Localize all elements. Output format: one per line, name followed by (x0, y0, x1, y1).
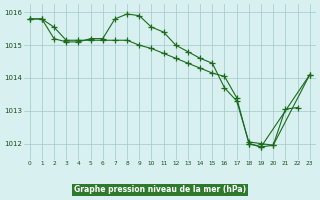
Text: Graphe pression niveau de la mer (hPa): Graphe pression niveau de la mer (hPa) (74, 186, 246, 194)
